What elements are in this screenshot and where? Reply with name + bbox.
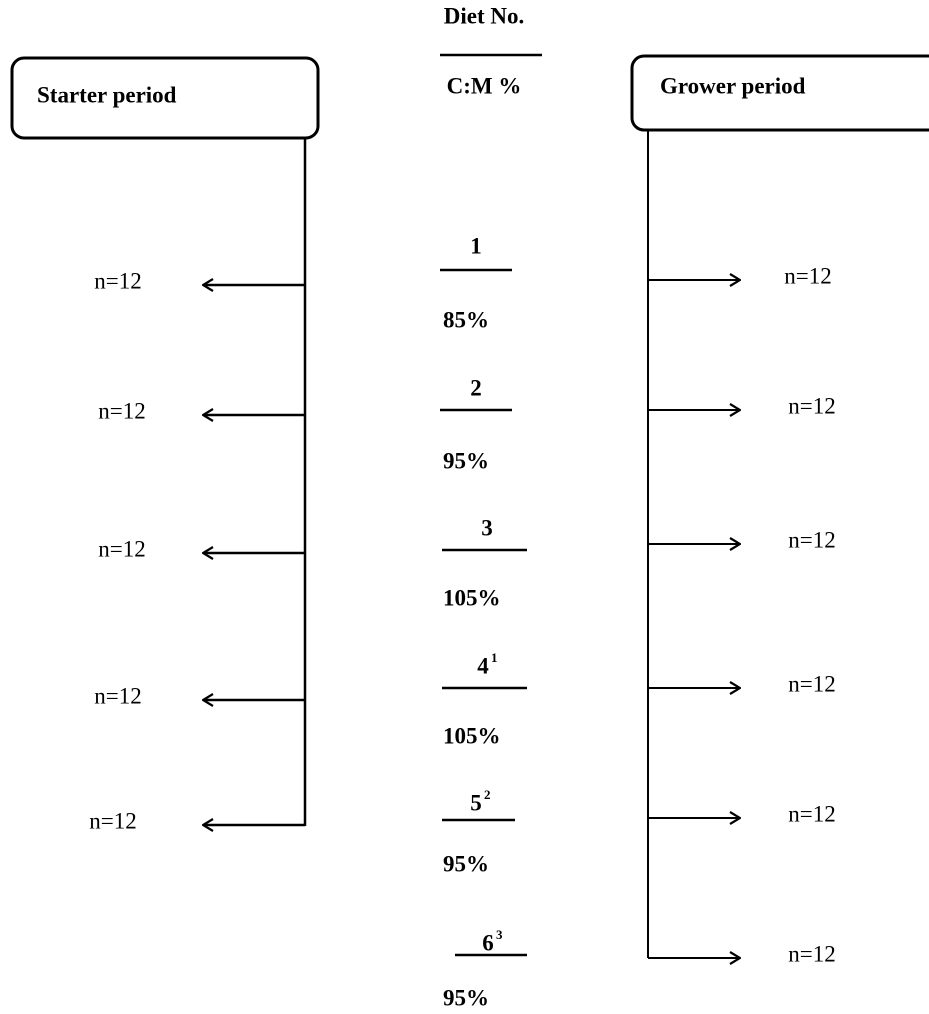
starter-group: n=12 bbox=[94, 683, 141, 708]
diet-number: 4 bbox=[477, 653, 489, 678]
diet-note: 2 bbox=[484, 787, 491, 802]
grower-box bbox=[630, 54, 929, 132]
starter-group: n=12 bbox=[98, 398, 145, 423]
starter-title: Starter period bbox=[37, 82, 177, 107]
diet-ratio: 95% bbox=[443, 985, 489, 1010]
diet-number: 5 bbox=[470, 790, 482, 815]
starter-group: n=12 bbox=[89, 808, 136, 833]
starter-group: n=12 bbox=[98, 536, 145, 561]
diet-ratio: 95% bbox=[443, 851, 489, 876]
header-bottom: C:M % bbox=[447, 73, 522, 98]
grower-title: Grower period bbox=[660, 73, 806, 98]
diet-ratio: 95% bbox=[443, 448, 489, 473]
grower-group: n=12 bbox=[788, 393, 835, 418]
diet-number: 6 bbox=[482, 930, 494, 955]
header-top: Diet No. bbox=[444, 3, 524, 28]
diet-number: 2 bbox=[470, 375, 482, 400]
starter-group: n=12 bbox=[94, 268, 141, 293]
grower-group: n=12 bbox=[788, 941, 835, 966]
grower-group: n=12 bbox=[784, 263, 831, 288]
grower-group: n=12 bbox=[788, 801, 835, 826]
diet-number: 3 bbox=[481, 515, 493, 540]
diet-number: 1 bbox=[470, 233, 482, 258]
diet-note: 1 bbox=[491, 650, 498, 665]
starter-box bbox=[10, 56, 320, 140]
grower-group: n=12 bbox=[788, 527, 835, 552]
diet-ratio: 85% bbox=[443, 307, 489, 332]
diet-ratio: 105% bbox=[443, 723, 501, 748]
diet-note: 3 bbox=[496, 927, 503, 942]
grower-group: n=12 bbox=[788, 671, 835, 696]
diet-ratio: 105% bbox=[443, 585, 501, 610]
